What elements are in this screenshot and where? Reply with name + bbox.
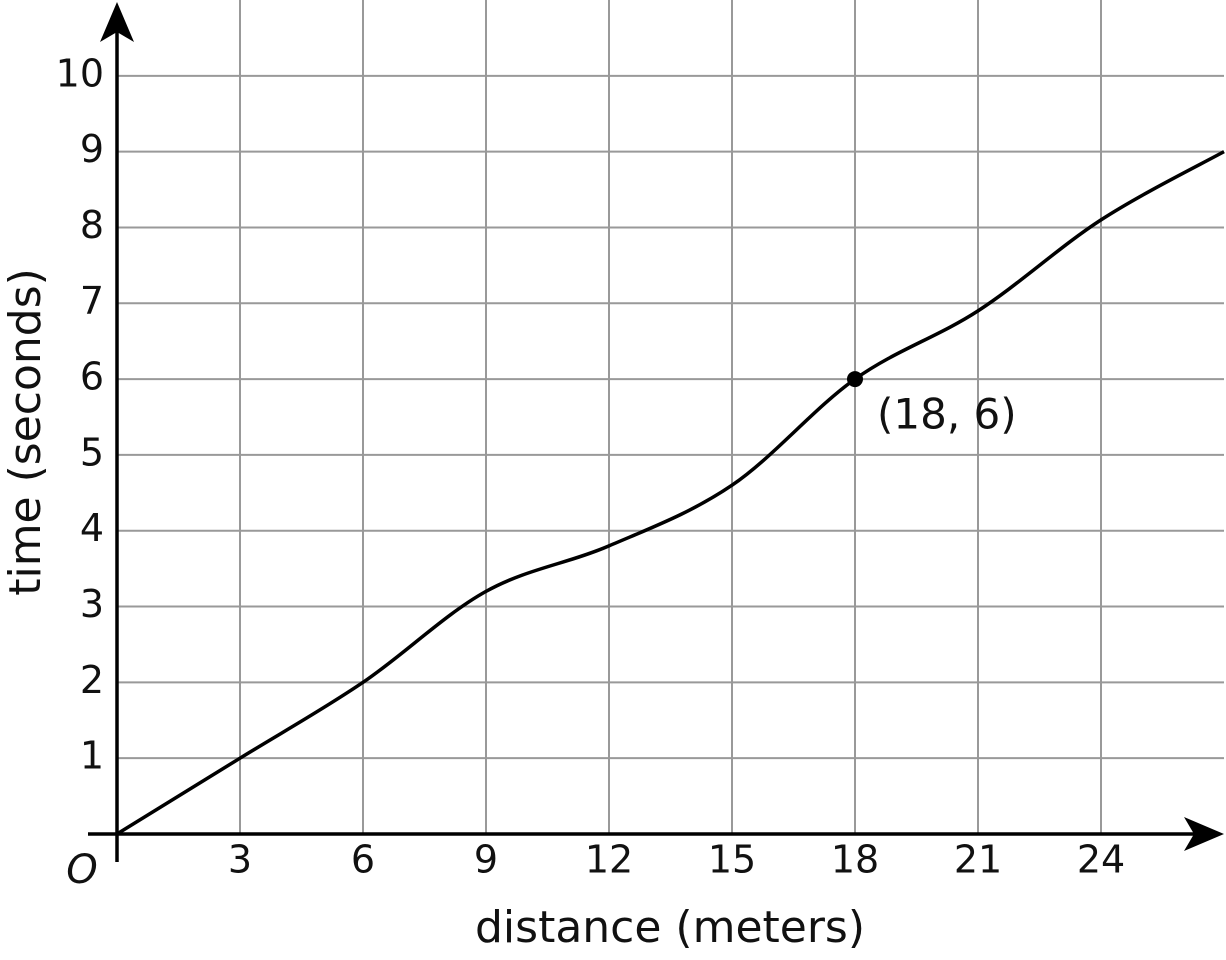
y-tick-label: 6 — [80, 355, 104, 399]
x-tick-label: 12 — [585, 838, 633, 882]
x-tick-label: 18 — [831, 838, 879, 882]
x-tick-label: 3 — [228, 838, 252, 882]
y-tick-label: 3 — [80, 582, 104, 626]
y-tick-label: 5 — [80, 430, 104, 474]
x-tick-label: 15 — [708, 838, 756, 882]
x-tick-label: 21 — [954, 838, 1002, 882]
y-axis-arrow — [100, 2, 134, 42]
point — [847, 371, 863, 388]
y-tick-label: 4 — [80, 506, 104, 550]
point-label: (18, 6) — [877, 390, 1017, 439]
x-tick-label: 24 — [1077, 838, 1125, 882]
x-axis-title: distance (meters) — [475, 902, 865, 953]
origin-label: O — [66, 847, 97, 893]
line — [116, 150, 1225, 836]
x-tick-label: 9 — [474, 838, 498, 882]
y-tick-label: 9 — [80, 127, 104, 171]
y-tick-label: 2 — [80, 658, 104, 702]
x-axis-arrow — [1184, 817, 1224, 851]
y-tick-label: 1 — [80, 734, 104, 778]
y-tick-label: 8 — [80, 203, 104, 247]
y-axis-title: time (seconds) — [0, 268, 51, 596]
y-tick-label: 7 — [80, 279, 104, 323]
y-tick-label: 10 — [56, 51, 104, 95]
x-tick-label: 6 — [351, 838, 375, 882]
